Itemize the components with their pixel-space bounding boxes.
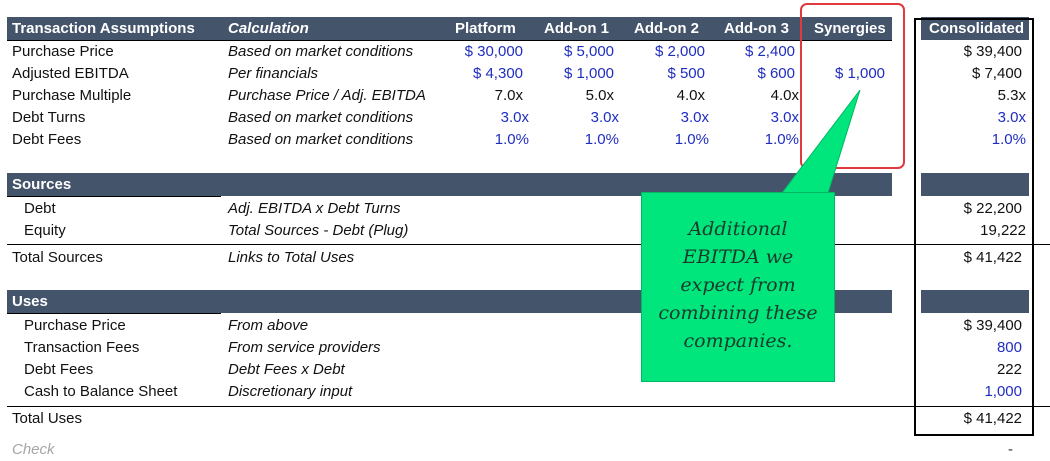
uses-purchase-price-consolidated-cell[interactable]: $ 39,400 xyxy=(963,317,1022,334)
uses-header-underline xyxy=(7,313,221,314)
row-purchase-multiple-label: Purchase Multiple xyxy=(12,87,132,104)
consolidated-column-outline xyxy=(914,18,1034,436)
uses-consolidated-bar xyxy=(921,290,1029,313)
multiple-platform-cell[interactable]: 7.0x xyxy=(494,87,523,104)
total-sources-label: Total Sources xyxy=(12,249,103,266)
total-sources-consolidated-cell[interactable]: $ 41,422 xyxy=(963,249,1022,266)
uses-debt-fees-label: Debt Fees xyxy=(24,361,94,378)
uses-cash-calc: Discretionary input xyxy=(228,383,353,400)
sources-equity-consolidated-cell[interactable]: 19,222 xyxy=(980,222,1026,239)
callout-line: companies. xyxy=(683,330,793,352)
callout-line: expect from xyxy=(680,274,796,296)
row-debt-fees-calc: Based on market conditions xyxy=(228,131,414,148)
uses-cash-consolidated-cell[interactable]: 1,000 xyxy=(984,383,1022,400)
sources-total-line xyxy=(7,244,1050,245)
header-synergies: Synergies xyxy=(814,20,886,37)
synergies-callout-text: Additional EBITDA we expect from combini… xyxy=(641,215,835,355)
check-label: Check xyxy=(12,441,55,458)
purchase-price-addon2-cell[interactable]: $ 2,000 xyxy=(654,43,705,60)
row-adjusted-ebitda-label: Adjusted EBITDA xyxy=(12,65,129,82)
sources-consolidated-bar xyxy=(921,173,1029,196)
uses-purchase-price-label: Purchase Price xyxy=(24,317,126,334)
debt-fees-addon3-cell[interactable]: 1.0% xyxy=(764,131,799,148)
header-addon-3: Add-on 3 xyxy=(724,20,789,37)
uses-cash-label: Cash to Balance Sheet xyxy=(24,383,178,400)
sources-header-bar xyxy=(7,173,892,196)
ebitda-consolidated-cell[interactable]: $ 7,400 xyxy=(971,65,1022,82)
uses-transaction-fees-consolidated-cell[interactable]: 800 xyxy=(996,339,1022,356)
sources-header-underline xyxy=(7,196,221,197)
ebitda-addon2-cell[interactable]: $ 500 xyxy=(667,65,705,82)
total-sources-calc: Links to Total Uses xyxy=(228,249,355,266)
multiple-addon2-cell[interactable]: 4.0x xyxy=(676,87,705,104)
uses-debt-fees-consolidated-cell[interactable]: 222 xyxy=(996,361,1022,378)
header-consolidated: Consolidated xyxy=(929,20,1025,37)
purchase-price-platform-cell[interactable]: $ 30,000 xyxy=(464,43,523,60)
callout-line: Additional xyxy=(688,218,788,240)
sources-header: Sources xyxy=(12,176,72,193)
total-uses-label: Total Uses xyxy=(12,410,83,427)
debt-fees-consolidated-cell[interactable]: 1.0% xyxy=(991,131,1026,148)
uses-transaction-fees-label: Transaction Fees xyxy=(24,339,140,356)
header-platform: Platform xyxy=(455,20,516,37)
sources-debt-calc: Adj. EBITDA x Debt Turns xyxy=(228,200,401,217)
callout-line: combining these xyxy=(658,302,818,324)
sources-equity-calc: Total Sources - Debt (Plug) xyxy=(228,222,409,239)
debt-fees-addon1-cell[interactable]: 1.0% xyxy=(584,131,619,148)
uses-purchase-price-calc: From above xyxy=(228,317,309,334)
row-debt-fees-label: Debt Fees xyxy=(12,131,82,148)
callout-pointer-shape xyxy=(780,89,861,194)
header-addon-1: Add-on 1 xyxy=(544,20,609,37)
sources-debt-label: Debt xyxy=(24,200,56,217)
row-purchase-price-calc: Based on market conditions xyxy=(228,43,414,60)
debt-turns-platform-cell[interactable]: 3.0x xyxy=(500,109,529,126)
purchase-price-addon1-cell[interactable]: $ 5,000 xyxy=(563,43,614,60)
multiple-addon1-cell[interactable]: 5.0x xyxy=(585,87,614,104)
uses-debt-fees-calc: Debt Fees x Debt xyxy=(228,361,345,378)
ebitda-platform-cell[interactable]: $ 4,300 xyxy=(472,65,523,82)
row-adjusted-ebitda-calc: Per financials xyxy=(228,65,319,82)
ebitda-synergies-cell[interactable]: $ 1,000 xyxy=(834,65,885,82)
consolidated-header-bar xyxy=(921,17,1029,40)
synergies-callout-box xyxy=(641,192,835,382)
debt-turns-consolidated-cell[interactable]: 3.0x xyxy=(997,109,1026,126)
check-value: - xyxy=(1008,441,1013,458)
header-transaction-assumptions: Transaction Assumptions xyxy=(12,20,195,37)
synergies-highlight-box xyxy=(800,3,905,169)
debt-turns-addon2-cell[interactable]: 3.0x xyxy=(680,109,709,126)
ebitda-addon1-cell[interactable]: $ 1,000 xyxy=(563,65,614,82)
header-calculation: Calculation xyxy=(228,20,309,37)
multiple-consolidated-cell[interactable]: 5.3x xyxy=(997,87,1026,104)
callout-line: EBITDA we xyxy=(682,246,794,268)
multiple-addon3-cell[interactable]: 4.0x xyxy=(770,87,799,104)
header-addon-2: Add-on 2 xyxy=(634,20,699,37)
assumptions-header-underline xyxy=(7,40,892,41)
debt-turns-addon3-cell[interactable]: 3.0x xyxy=(770,109,799,126)
uses-header: Uses xyxy=(12,293,48,310)
uses-total-line xyxy=(7,406,1050,407)
uses-transaction-fees-calc: From service providers xyxy=(228,339,381,356)
sources-debt-consolidated-cell[interactable]: $ 22,200 xyxy=(963,200,1022,217)
sources-equity-label: Equity xyxy=(24,222,66,239)
debt-fees-platform-cell[interactable]: 1.0% xyxy=(494,131,529,148)
purchase-price-addon3-cell[interactable]: $ 2,400 xyxy=(744,43,795,60)
row-purchase-multiple-calc: Purchase Price / Adj. EBITDA xyxy=(228,87,426,104)
row-purchase-price-label: Purchase Price xyxy=(12,43,114,60)
row-debt-turns-label: Debt Turns xyxy=(12,109,86,126)
purchase-price-consolidated-cell[interactable]: $ 39,400 xyxy=(963,43,1022,60)
total-uses-consolidated-cell[interactable]: $ 41,422 xyxy=(963,410,1022,427)
callout-pointer xyxy=(780,89,861,194)
ebitda-addon3-cell[interactable]: $ 600 xyxy=(757,65,795,82)
debt-turns-addon1-cell[interactable]: 3.0x xyxy=(590,109,619,126)
row-debt-turns-calc: Based on market conditions xyxy=(228,109,414,126)
debt-fees-addon2-cell[interactable]: 1.0% xyxy=(674,131,709,148)
assumptions-header-bar xyxy=(7,17,892,40)
